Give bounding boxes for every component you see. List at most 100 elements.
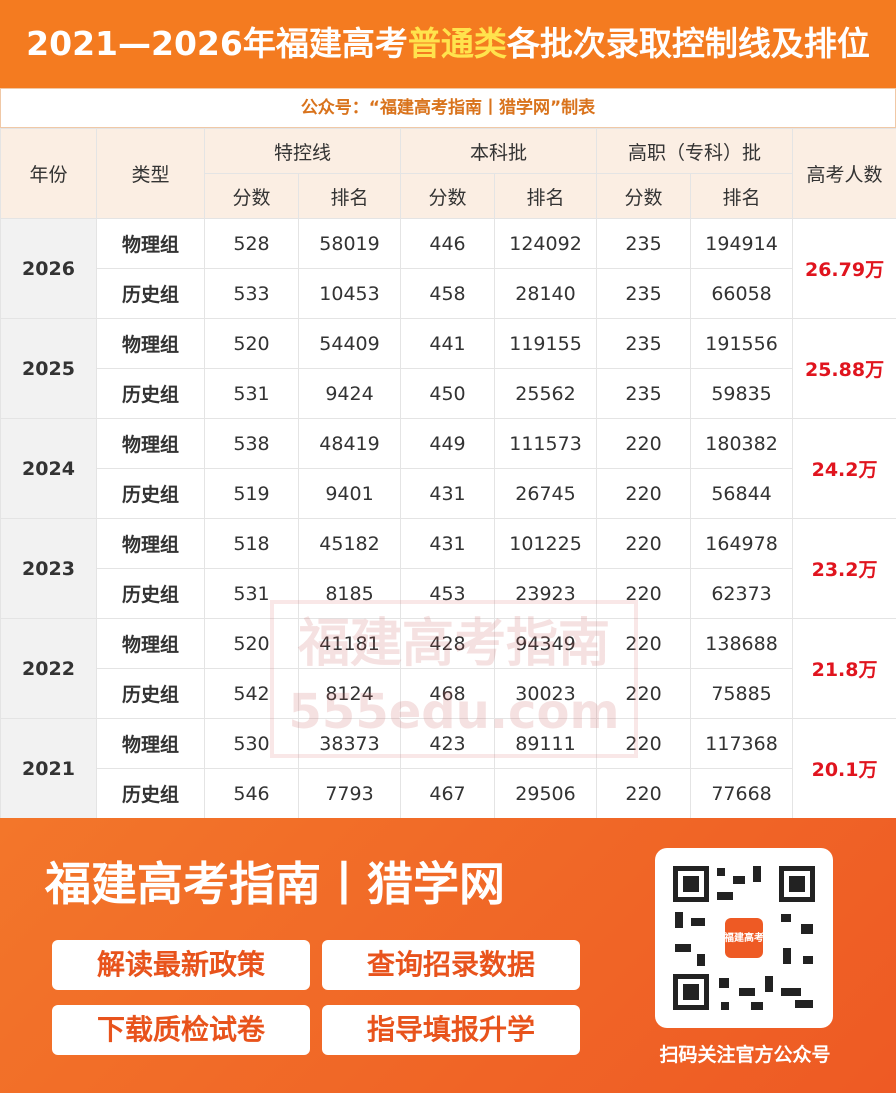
value-cell: 542 bbox=[204, 668, 299, 719]
value-cell: 546 bbox=[204, 768, 299, 819]
value-cell: 66058 bbox=[690, 268, 794, 319]
year-cell: 2024 bbox=[0, 418, 97, 519]
value-cell: 530 bbox=[204, 718, 299, 769]
value-cell: 10453 bbox=[297, 268, 402, 319]
value-cell: 38373 bbox=[297, 718, 402, 769]
type-cell: 历史组 bbox=[96, 568, 205, 619]
value-cell: 94349 bbox=[494, 618, 598, 669]
total-cell: 25.88万 bbox=[792, 318, 896, 419]
year-cell: 2021 bbox=[0, 718, 97, 819]
value-cell: 467 bbox=[400, 768, 496, 819]
header-cell: 年份 bbox=[0, 128, 97, 219]
header-cell: 分数 bbox=[204, 173, 299, 219]
value-cell: 7793 bbox=[297, 768, 402, 819]
title: 2021—2026年福建高考普通类各批次录取控制线及排位 bbox=[0, 0, 896, 88]
value-cell: 59835 bbox=[690, 368, 794, 419]
value-cell: 235 bbox=[596, 318, 692, 369]
header-cell: 排名 bbox=[297, 173, 402, 219]
type-cell: 物理组 bbox=[96, 618, 205, 669]
type-cell: 历史组 bbox=[96, 468, 205, 519]
type-cell: 历史组 bbox=[96, 368, 205, 419]
button[interactable]: 下载质检试卷 bbox=[52, 1005, 310, 1055]
type-cell: 历史组 bbox=[96, 268, 205, 319]
button[interactable]: 查询招录数据 bbox=[322, 940, 580, 990]
table-row: 历史组 542 8124 468 30023 220 75885 bbox=[1, 668, 896, 719]
value-cell: 220 bbox=[596, 668, 692, 719]
value-cell: 30023 bbox=[494, 668, 598, 719]
year-cell: 2026 bbox=[0, 218, 97, 319]
header-cell: 排名 bbox=[690, 173, 794, 219]
header-cell: 类型 bbox=[96, 128, 205, 219]
table-row: 历史组 531 8185 453 23923 220 62373 bbox=[1, 568, 896, 619]
type-cell: 历史组 bbox=[96, 768, 205, 819]
button[interactable]: 指导填报升学 bbox=[322, 1005, 580, 1055]
value-cell: 23923 bbox=[494, 568, 598, 619]
qr-pattern: 福建高考 bbox=[673, 866, 815, 1010]
qr-logo: 福建高考 bbox=[723, 931, 764, 944]
title-highlight: 普通类 bbox=[407, 24, 507, 63]
value-cell: 101225 bbox=[494, 518, 598, 569]
value-cell: 220 bbox=[596, 718, 692, 769]
value-cell: 77668 bbox=[690, 768, 794, 819]
value-cell: 453 bbox=[400, 568, 496, 619]
table-row: 2024 物理组 538 48419 449 111573 220 180382 24.2万 bbox=[0, 418, 896, 519]
table-row: 2022 物理组 520 41181 428 94349 220 138688 21.8万 bbox=[0, 618, 896, 719]
value-cell: 89111 bbox=[494, 718, 598, 769]
button[interactable]: 解读最新政策 bbox=[52, 940, 310, 990]
table-row: 历史组 519 9401 431 26745 220 56844 bbox=[1, 468, 896, 519]
value-cell: 235 bbox=[596, 218, 692, 269]
value-cell: 9424 bbox=[297, 368, 402, 419]
value-cell: 45182 bbox=[297, 518, 402, 569]
value-cell: 220 bbox=[596, 418, 692, 469]
brand: 福建高考指南丨猎学网 bbox=[45, 857, 505, 911]
value-cell: 446 bbox=[400, 218, 496, 269]
value-cell: 538 bbox=[204, 418, 299, 469]
header-cell: 本科批 bbox=[400, 128, 598, 174]
value-cell: 191556 bbox=[690, 318, 794, 369]
value-cell: 531 bbox=[204, 568, 299, 619]
value-cell: 220 bbox=[596, 468, 692, 519]
value-cell: 520 bbox=[204, 618, 299, 669]
value-cell: 235 bbox=[596, 368, 692, 419]
total-cell: 24.2万 bbox=[792, 418, 896, 519]
value-cell: 25562 bbox=[494, 368, 598, 419]
table-row: 历史组 531 9424 450 25562 235 59835 bbox=[1, 368, 896, 419]
value-cell: 119155 bbox=[494, 318, 598, 369]
table-body: 2026 物理组 528 58019 446 124092 235 194914 26.79万历… bbox=[0, 218, 896, 819]
value-cell: 519 bbox=[204, 468, 299, 519]
value-cell: 56844 bbox=[690, 468, 794, 519]
value-cell: 531 bbox=[204, 368, 299, 419]
value-cell: 449 bbox=[400, 418, 496, 469]
total-cell: 23.2万 bbox=[792, 518, 896, 619]
table-row: 2023 物理组 518 45182 431 101225 220 164978 23.2万 bbox=[0, 518, 896, 619]
value-cell: 180382 bbox=[690, 418, 794, 469]
type-cell: 历史组 bbox=[96, 668, 205, 719]
qr-code: 福建高考 bbox=[655, 848, 833, 1028]
value-cell: 520 bbox=[204, 318, 299, 369]
subtitle: 公众号：“福建高考指南丨猎学网”制表 bbox=[0, 88, 896, 128]
value-cell: 220 bbox=[596, 618, 692, 669]
header-cell: 分数 bbox=[400, 173, 496, 219]
value-cell: 528 bbox=[204, 218, 299, 269]
value-cell: 29506 bbox=[494, 768, 598, 819]
header-cell: 分数 bbox=[596, 173, 692, 219]
value-cell: 220 bbox=[596, 518, 692, 569]
type-cell: 物理组 bbox=[96, 418, 205, 469]
table-row: 2021 物理组 530 38373 423 89111 220 117368 20.1万 bbox=[0, 718, 896, 819]
score-table: 年份 类型 特控线 本科批 高职（专科）批 高考人数 分数 排名 分数 排名 分数 排名 … bbox=[0, 128, 896, 819]
value-cell: 28140 bbox=[494, 268, 598, 319]
value-cell: 423 bbox=[400, 718, 496, 769]
value-cell: 431 bbox=[400, 468, 496, 519]
table-row: 历史组 533 10453 458 28140 235 66058 bbox=[1, 268, 896, 319]
value-cell: 8124 bbox=[297, 668, 402, 719]
value-cell: 9401 bbox=[297, 468, 402, 519]
value-cell: 518 bbox=[204, 518, 299, 569]
type-cell: 物理组 bbox=[96, 318, 205, 369]
year-cell: 2022 bbox=[0, 618, 97, 719]
value-cell: 54409 bbox=[297, 318, 402, 369]
value-cell: 441 bbox=[400, 318, 496, 369]
value-cell: 124092 bbox=[494, 218, 598, 269]
value-cell: 58019 bbox=[297, 218, 402, 269]
value-cell: 26745 bbox=[494, 468, 598, 519]
